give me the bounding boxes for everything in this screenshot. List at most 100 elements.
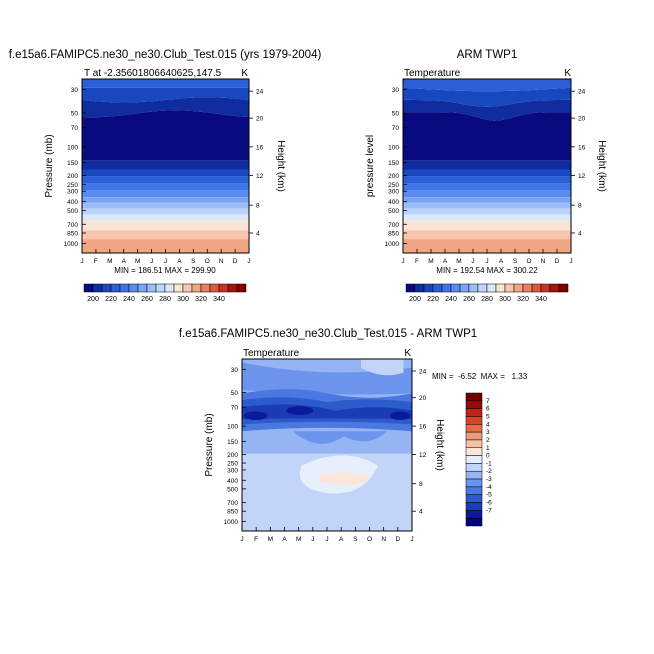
colorbar-swatch — [209, 283, 220, 293]
x-tick-label: A — [122, 258, 127, 265]
y-right-tick-label: 12 — [578, 173, 586, 180]
contour-band — [82, 208, 249, 215]
colorbar-label: 0 — [486, 453, 490, 460]
colorbar-label: -6 — [486, 500, 492, 507]
y-tick-label: 1000 — [224, 519, 239, 526]
x-tick-label: S — [191, 258, 196, 265]
y-tick-label: 300 — [67, 189, 78, 196]
colorbar-swatch — [513, 283, 524, 293]
x-tick-label: O — [367, 536, 372, 543]
contour-band — [361, 359, 404, 376]
contour-band — [82, 183, 249, 191]
panel3-subtitle-left: Temperature — [243, 348, 300, 359]
panel3-title: f.e15a6.FAMIPC5.ne30_ne30.Club_Test.015 … — [179, 328, 477, 340]
colorbar-swatch — [182, 283, 193, 293]
panel1-contour-field — [82, 79, 249, 253]
colorbar-swatch — [218, 283, 229, 293]
colorbar-swatch — [173, 283, 184, 293]
y-tick-label: 100 — [67, 144, 78, 151]
contour-band — [82, 202, 249, 209]
colorbar-label: 340 — [535, 296, 547, 303]
y-tick-label: 400 — [388, 199, 399, 206]
y-tick-label: 50 — [392, 110, 400, 117]
colorbar-label: 200 — [87, 296, 99, 303]
panel1-ylabel-right: Height (km) — [275, 140, 286, 192]
contour-band — [403, 169, 571, 177]
x-tick-label: J — [150, 258, 153, 265]
y-tick-label: 150 — [388, 160, 399, 167]
x-tick-label: N — [381, 536, 386, 543]
y-right-tick-label: 24 — [578, 89, 586, 96]
colorbar-label: 340 — [213, 296, 225, 303]
panel2-ylabel-right: Height (km) — [596, 140, 607, 192]
y-tick-label: 500 — [388, 208, 399, 215]
y-right-tick-label: 20 — [419, 395, 427, 402]
colorbar-swatch — [450, 283, 461, 293]
x-tick-label: F — [94, 258, 98, 265]
panel2-subtitle-right: K — [564, 68, 571, 79]
y-tick-label: 100 — [388, 144, 399, 151]
panel-observation: ARM TWP1 Temperature K 30 50 70 100 150 200 25… — [365, 49, 607, 303]
contour-band — [403, 183, 571, 191]
y-tick-label: 150 — [67, 160, 78, 167]
x-tick-label: D — [555, 258, 560, 265]
panel1-colorbar: 200 220 240 260 280 300 320 340 — [83, 283, 247, 303]
panel3-y-axis-right: 24 20 16 12 8 4 — [412, 369, 427, 516]
y-tick-label: 1000 — [64, 241, 79, 248]
colorbar-swatch — [465, 494, 483, 503]
panel1-stats: MIN = 186.51 MAX = 299.90 — [114, 266, 216, 275]
colorbar-swatch — [227, 283, 238, 293]
panel-model: f.e15a6.FAMIPC5.ne30_ne30.Club_Test.015 … — [9, 49, 322, 303]
x-tick-label: A — [339, 536, 344, 543]
y-tick-label: 200 — [227, 452, 238, 459]
colorbar-label: -1 — [486, 460, 492, 467]
y-right-tick-label: 8 — [419, 481, 423, 488]
contour-band — [389, 411, 411, 421]
colorbar-label: 300 — [177, 296, 189, 303]
contour-band — [403, 214, 571, 221]
contour-band — [242, 362, 412, 395]
y-tick-label: 250 — [388, 182, 399, 189]
colorbar-label: -3 — [486, 476, 492, 483]
y-tick-label: 250 — [227, 461, 238, 468]
colorbar-swatch — [128, 283, 139, 293]
x-tick-label: J — [401, 258, 404, 265]
x-tick-label: J — [240, 536, 243, 543]
colorbar-swatch — [200, 283, 211, 293]
colorbar-swatch — [465, 439, 483, 449]
colorbar-swatch — [495, 283, 506, 293]
y-tick-label: 200 — [388, 173, 399, 180]
y-tick-label: 70 — [392, 125, 400, 132]
y-tick-label: 700 — [227, 500, 238, 507]
contour-band — [403, 112, 571, 161]
x-tick-label: M — [296, 536, 301, 543]
colorbar-swatch — [465, 470, 483, 480]
colorbar-swatch — [465, 447, 483, 456]
contour-band — [403, 230, 571, 240]
x-tick-label: M — [456, 258, 461, 265]
colorbar-swatch — [432, 283, 443, 293]
y-tick-label: 250 — [67, 182, 78, 189]
contour-band — [293, 431, 387, 444]
colorbar-label: 200 — [409, 296, 421, 303]
panel1-title: f.e15a6.FAMIPC5.ne30_ne30.Club_Test.015 … — [9, 49, 322, 61]
y-right-tick-label: 16 — [256, 144, 264, 151]
colorbar-swatch — [531, 283, 542, 293]
x-tick-label: A — [443, 258, 448, 265]
contour-band — [82, 87, 249, 103]
colorbar-swatch — [83, 283, 94, 293]
panel2-contour-field — [403, 79, 571, 253]
colorbar-swatch — [504, 283, 515, 293]
contour-band — [403, 220, 571, 231]
y-tick-label: 50 — [231, 390, 239, 397]
panel2-y-axis-right: 24 20 16 12 8 4 — [571, 89, 586, 237]
y-tick-label: 30 — [231, 367, 239, 374]
x-tick-label: M — [107, 258, 112, 265]
colorbar-swatch — [465, 502, 483, 511]
y-right-tick-label: 12 — [256, 173, 264, 180]
